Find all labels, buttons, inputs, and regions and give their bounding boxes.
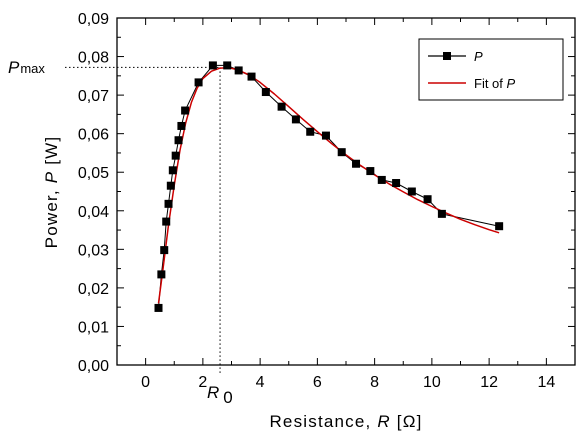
legend-label-fit-var: P (507, 76, 516, 91)
x-tick-label: 6 (313, 374, 322, 391)
x-tick-label: 12 (480, 374, 498, 391)
data-point (377, 175, 386, 184)
x-tick-label: 4 (256, 374, 265, 391)
legend-marker-p (443, 52, 451, 60)
y-tick-label: 0,06 (78, 127, 109, 144)
data-point (157, 270, 166, 279)
data-point (177, 121, 186, 130)
x-axis-title: Resistance, R [Ω] (269, 412, 422, 431)
data-point (164, 199, 173, 208)
x-tick-label: 10 (423, 374, 441, 391)
data-point (337, 148, 346, 157)
x-tick-label: 8 (370, 374, 379, 391)
y-axis-title-var: P (42, 171, 61, 184)
data-point (392, 179, 401, 188)
legend-label-fit: Fit of P (474, 76, 516, 91)
r0-label-main: R (207, 383, 219, 402)
x-axis-title-var: R (377, 412, 390, 431)
data-point (352, 159, 361, 168)
legend-label-p: P (474, 49, 483, 64)
ticks: 0 2 4 6 8 10 12 14 0,00 0,01 0,02 0,03 0,04 0,05 0,06 0… (78, 11, 576, 391)
data-point (174, 136, 183, 145)
legend-label-fit-prefix: Fit of (474, 76, 507, 91)
data-point (407, 187, 416, 196)
data-point (366, 167, 375, 176)
data-point (495, 222, 504, 231)
data-point (208, 61, 217, 70)
data-point (223, 61, 232, 70)
data-point (437, 209, 446, 218)
y-axis-title-prefix: Power, (42, 183, 61, 248)
y-tick-label: 0,08 (78, 50, 109, 67)
data-point (162, 217, 171, 226)
pmax-label-main: P (8, 58, 20, 77)
legend: P Fit of P (418, 38, 564, 101)
data-point (321, 131, 330, 140)
data-point (423, 195, 432, 204)
y-tick-label: 0,07 (78, 88, 109, 105)
legend-box (418, 38, 564, 101)
pmax-label: Pmax (8, 58, 45, 77)
data-point (291, 115, 300, 124)
y-axis-title-unit: [W] (42, 136, 61, 171)
data-point (306, 127, 315, 136)
y-tick-label: 0,02 (78, 281, 109, 298)
data-point (181, 106, 190, 115)
x-tick-label: 2 (198, 374, 207, 391)
data-point (154, 303, 163, 312)
series (154, 61, 504, 312)
x-tick-label: 14 (537, 374, 555, 391)
y-tick-label: 0,03 (78, 242, 109, 259)
y-tick-label: 0,05 (78, 165, 109, 182)
data-point (194, 78, 203, 87)
annotations (65, 66, 221, 373)
y-axis-title: Power, P [W] (42, 136, 61, 249)
y-tick-label: 0,04 (78, 204, 109, 221)
data-point (277, 102, 286, 111)
data-point (166, 181, 175, 190)
y-tick-label: 0,00 (78, 358, 109, 375)
data-point (261, 88, 270, 97)
r0-label-sub: 0 (223, 388, 232, 407)
pmax-label-sub: max (20, 61, 45, 76)
data-point (234, 66, 243, 75)
data-point (168, 166, 177, 175)
y-tick-label: 0,09 (78, 11, 109, 28)
x-axis-title-prefix: Resistance, (269, 412, 377, 431)
y-tick-label: 0,01 (78, 319, 109, 336)
legend-label-p-var: P (474, 49, 483, 64)
data-point (247, 72, 256, 81)
data-point (160, 246, 169, 255)
x-axis-title-unit: [Ω] (391, 412, 423, 431)
x-tick-label: 0 (141, 374, 150, 391)
data-point (171, 151, 180, 160)
series-fit-line (157, 66, 500, 304)
series-p-line (158, 64, 500, 308)
